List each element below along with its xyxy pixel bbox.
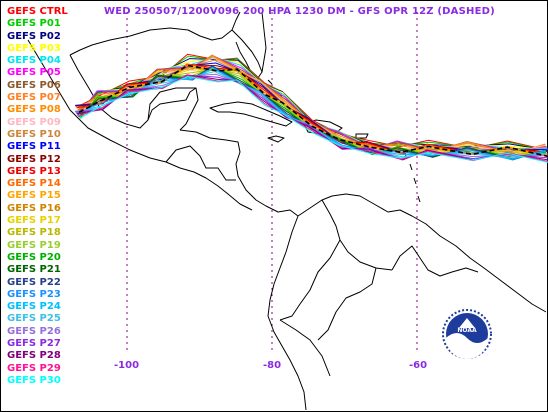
legend-entry: GEFS P23 [7,288,61,300]
cuba [209,101,293,127]
legend-entry: GEFS P19 [7,239,61,251]
legend-entry: GEFS P02 [7,30,61,42]
legend-entry: GEFS P06 [7,79,61,91]
legend-entry: GEFS P28 [7,350,61,362]
legend-entry: GEFS P25 [7,313,61,325]
legend-entry: GEFS P10 [7,128,61,140]
legend-entry: GEFS P17 [7,215,61,227]
ensemble-contour [75,57,546,154]
legend-entry: GEFS P08 [7,104,61,116]
ensemble-contour [77,54,546,155]
central-america-borders [165,145,236,181]
legend-entry: GEFS P14 [7,178,61,190]
us-gulf-coast [69,11,241,56]
longitude-gridlines [126,12,418,352]
us-east-coast [261,11,267,73]
legend-entry: GEFS P12 [7,153,61,165]
ensemble-contour [79,76,548,163]
legend-entry: GEFS P15 [7,190,61,202]
central-america-caribbean [179,129,299,217]
legend-entry: GEFS P18 [7,227,61,239]
ensemble-contour [75,59,547,153]
puerto-rico [355,133,369,139]
legend-entry: GEFS P11 [7,141,61,153]
legend-entry: GEFS P05 [7,67,61,79]
florida [231,29,263,79]
noaa-logo-text: NOAA [457,327,477,334]
ensemble-contour [76,55,546,155]
mexico-west-coast [27,39,167,163]
venezuela-guyana-border [391,245,479,277]
ensemble-contour [78,53,548,151]
legend-entry: GEFS P16 [7,202,61,214]
south-america-pacific [267,215,307,411]
legend-entry: GEFS P24 [7,301,61,313]
legend-entry: GEFS P29 [7,362,61,374]
central-america-north [165,161,253,211]
ensemble-contour [75,62,548,154]
gfs-opr-contour [78,64,548,158]
legend-entry: GEFS P20 [7,251,61,263]
yucatan [147,87,199,131]
ensemble-contour [78,54,546,154]
legend-entry: GEFS P26 [7,325,61,337]
legend-entry: GEFS P03 [7,42,61,54]
south-america-north-coast [297,193,547,313]
colombia-venezuela-border [321,199,393,271]
legend-entry: GEFS CTRL [7,6,68,17]
opr-contour [78,64,548,158]
legend-entry: GEFS P13 [7,165,61,177]
legend: GEFS CTRL GEFS P01 GEFS P02 GEFS P03 GEFS P0… [7,6,68,387]
brazil-border [279,239,377,341]
legend-entry: GEFS P09 [7,116,61,128]
ecuador-peru-border [279,319,331,377]
ensemble-contour [80,57,548,151]
legend-entry: GEFS P21 [7,264,61,276]
legend-entry: GEFS P22 [7,276,61,288]
legend-entry: GEFS P07 [7,92,61,104]
legend-entry: GEFS P30 [7,374,61,386]
noaa-logo: NOAA [442,309,492,359]
longitude-label-80w: -80 [263,360,282,371]
legend-entry: GEFS P01 [7,18,61,30]
map-title: WED 250507/1200V096 200 HPA 1230 DM - GF… [104,6,495,17]
jamaica [267,135,285,143]
legend-entry: GEFS P27 [7,338,61,350]
legend-entry: GEFS P04 [7,55,61,67]
longitude-label-100w: -100 [114,360,140,371]
ensemble-contours [74,53,548,163]
ensemble-contour [75,63,548,155]
longitude-label-60w: -60 [409,360,428,371]
mexico-east-coast [69,54,197,129]
ensemble-contour [80,58,548,152]
